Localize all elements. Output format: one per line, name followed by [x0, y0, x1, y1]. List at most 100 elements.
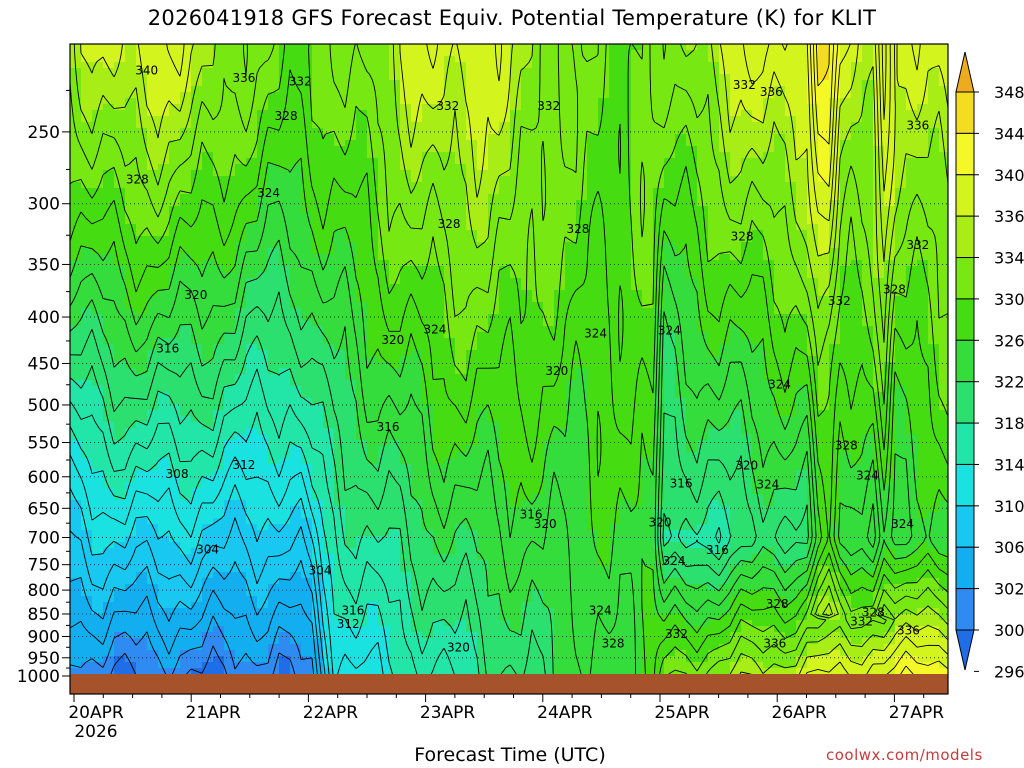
field-cell — [367, 410, 379, 417]
field-cell — [235, 662, 247, 669]
field-cell — [301, 356, 313, 363]
field-cell — [345, 110, 357, 117]
field-cell — [70, 206, 82, 213]
field-cell — [202, 644, 214, 651]
field-cell — [488, 284, 500, 291]
field-cell — [158, 626, 170, 633]
field-cell — [543, 668, 555, 674]
field-cell — [81, 668, 93, 674]
field-cell — [389, 176, 401, 183]
field-cell — [433, 104, 445, 111]
field-cell — [301, 428, 313, 435]
field-cell — [488, 656, 500, 663]
field-cell — [114, 536, 126, 543]
field-cell — [532, 578, 544, 585]
field-cell — [235, 476, 247, 483]
field-cell — [169, 440, 181, 447]
field-cell — [543, 152, 555, 159]
field-cell — [510, 344, 522, 351]
field-cell — [323, 638, 335, 645]
field-cell — [180, 170, 192, 177]
field-cell — [576, 608, 588, 615]
field-cell — [103, 350, 115, 357]
field-cell — [334, 566, 346, 573]
field-cell — [158, 356, 170, 363]
field-cell — [565, 548, 577, 555]
field-cell — [125, 224, 137, 231]
field-cell — [345, 596, 357, 603]
field-cell — [180, 212, 192, 219]
field-cell — [477, 500, 489, 507]
field-cell — [312, 218, 324, 225]
field-cell — [323, 284, 335, 291]
field-cell — [323, 632, 335, 639]
field-cell — [246, 362, 258, 369]
field-cell — [235, 458, 247, 465]
field-cell — [81, 110, 93, 117]
field-cell — [378, 506, 390, 513]
field-cell — [213, 158, 225, 165]
field-cell — [488, 278, 500, 285]
field-cell — [389, 494, 401, 501]
field-cell — [92, 662, 104, 669]
field-cell — [70, 362, 82, 369]
field-cell — [565, 554, 577, 561]
field-cell — [444, 590, 456, 597]
field-cell — [378, 602, 390, 609]
field-cell — [312, 632, 324, 639]
field-cell — [422, 188, 434, 195]
field-cell — [510, 464, 522, 471]
field-cell — [81, 248, 93, 255]
field-cell — [521, 206, 533, 213]
field-cell — [400, 542, 412, 549]
field-cell — [510, 308, 522, 315]
field-cell — [114, 140, 126, 147]
field-cell — [290, 362, 302, 369]
field-cell — [180, 68, 192, 75]
field-cell — [367, 278, 379, 285]
field-cell — [169, 158, 181, 165]
field-cell — [191, 530, 203, 537]
field-cell — [290, 170, 302, 177]
field-cell — [488, 230, 500, 237]
field-cell — [466, 464, 478, 471]
field-cell — [510, 170, 522, 177]
field-cell — [147, 200, 159, 207]
field-cell — [411, 80, 423, 87]
field-cell — [202, 392, 214, 399]
field-cell — [257, 182, 269, 189]
field-cell — [92, 236, 104, 243]
field-cell — [422, 296, 434, 303]
field-cell — [312, 428, 324, 435]
field-cell — [246, 98, 258, 105]
field-cell — [180, 392, 192, 399]
field-cell — [191, 434, 203, 441]
field-cell — [521, 182, 533, 189]
field-cell — [521, 440, 533, 447]
field-cell — [411, 212, 423, 219]
field-cell — [444, 158, 456, 165]
field-cell — [279, 242, 291, 249]
field-cell — [180, 332, 192, 339]
field-cell — [224, 326, 236, 333]
field-cell — [477, 566, 489, 573]
field-cell — [499, 656, 511, 663]
field-cell — [378, 176, 390, 183]
field-cell — [246, 218, 258, 225]
field-cell — [257, 116, 269, 123]
field-cell — [246, 302, 258, 309]
field-cell — [70, 548, 82, 555]
field-cell — [92, 194, 104, 201]
field-cell — [444, 134, 456, 141]
field-cell — [411, 638, 423, 645]
field-cell — [455, 368, 467, 375]
field-cell — [224, 632, 236, 639]
field-cell — [466, 638, 478, 645]
field-cell — [301, 326, 313, 333]
field-cell — [345, 392, 357, 399]
field-cell — [356, 260, 368, 267]
field-cell — [136, 362, 148, 369]
field-cell — [323, 164, 335, 171]
field-cell — [158, 602, 170, 609]
field-cell — [103, 92, 115, 99]
